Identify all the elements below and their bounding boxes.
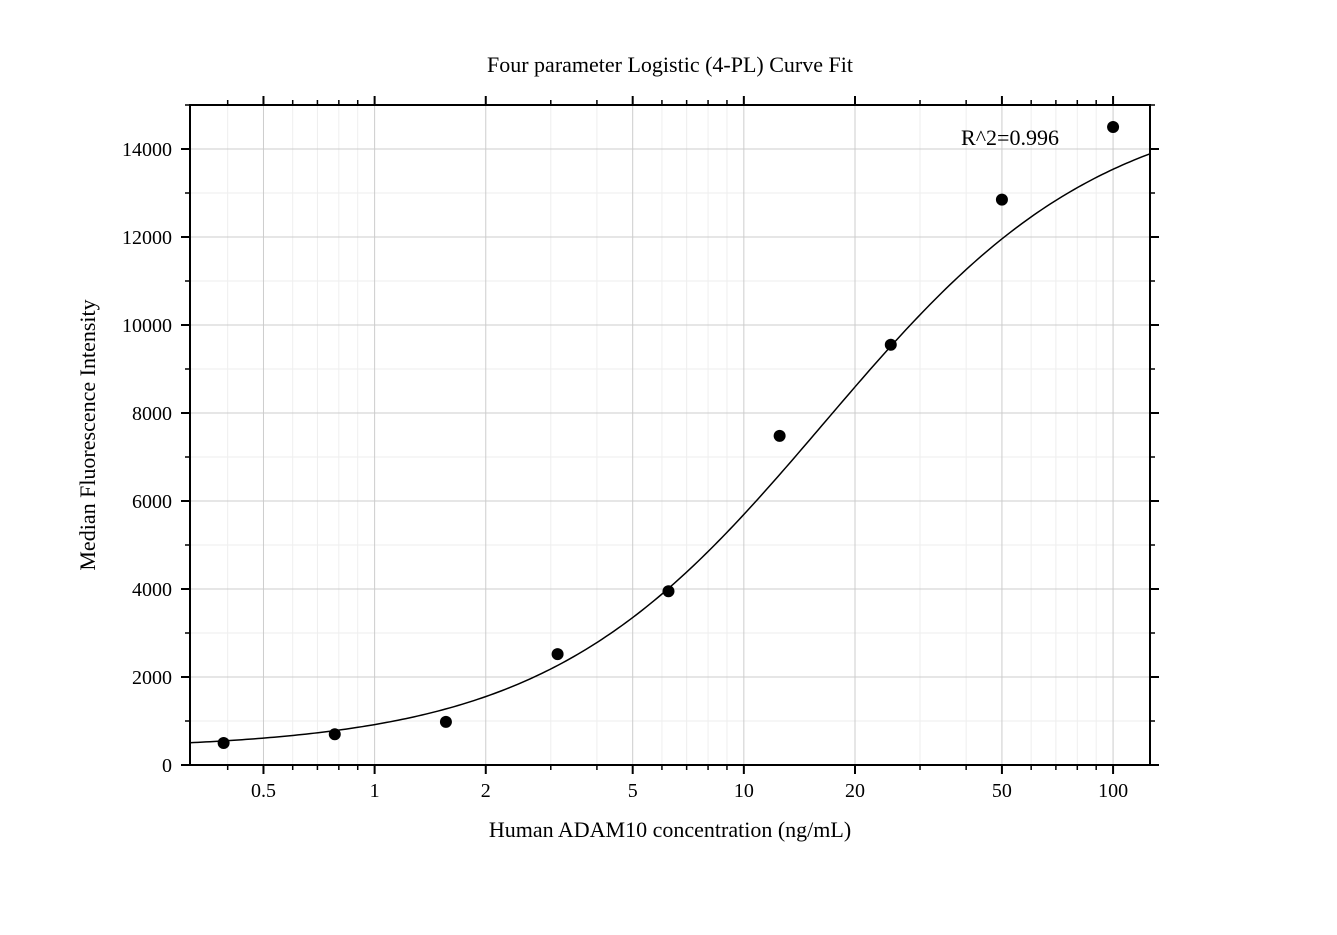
y-tick-label: 6000 <box>132 491 172 513</box>
x-tick-label: 50 <box>992 780 1012 802</box>
y-tick-label: 12000 <box>122 227 172 249</box>
x-axis-title: Human ADAM10 concentration (ng/mL) <box>489 817 851 842</box>
data-point <box>552 648 564 660</box>
x-tick-label: 2 <box>481 780 491 802</box>
data-point <box>885 339 897 351</box>
data-point <box>329 728 341 740</box>
chart-background <box>0 0 1337 935</box>
chart-svg: 0 2000 4000 6000 8000 10000 12000 14000 0.5 1 2 5 10… <box>0 0 1337 935</box>
y-tick-label: 8000 <box>132 403 172 425</box>
y-tick-label: 10000 <box>122 315 172 337</box>
y-tick-label: 2000 <box>132 667 172 689</box>
data-point <box>440 716 452 728</box>
y-tick-label: 4000 <box>132 579 172 601</box>
data-point <box>218 737 230 749</box>
chart-container: 0 2000 4000 6000 8000 10000 12000 14000 0.5 1 2 5 10… <box>0 0 1337 935</box>
x-tick-label: 0.5 <box>251 780 276 802</box>
data-point <box>774 430 786 442</box>
r-squared-annotation: R^2=0.996 <box>961 125 1059 150</box>
x-tick-label: 100 <box>1098 780 1128 802</box>
y-tick-label: 0 <box>162 755 172 777</box>
x-tick-label: 5 <box>628 780 638 802</box>
x-tick-label: 10 <box>734 780 754 802</box>
data-point <box>1107 121 1119 133</box>
chart-title: Four parameter Logistic (4-PL) Curve Fit <box>487 52 853 77</box>
x-tick-label: 1 <box>370 780 380 802</box>
data-point <box>996 194 1008 206</box>
y-axis-title: Median Fluorescence Intensity <box>75 299 100 570</box>
x-tick-label: 20 <box>845 780 865 802</box>
data-point <box>662 585 674 597</box>
y-tick-label: 14000 <box>122 139 172 161</box>
